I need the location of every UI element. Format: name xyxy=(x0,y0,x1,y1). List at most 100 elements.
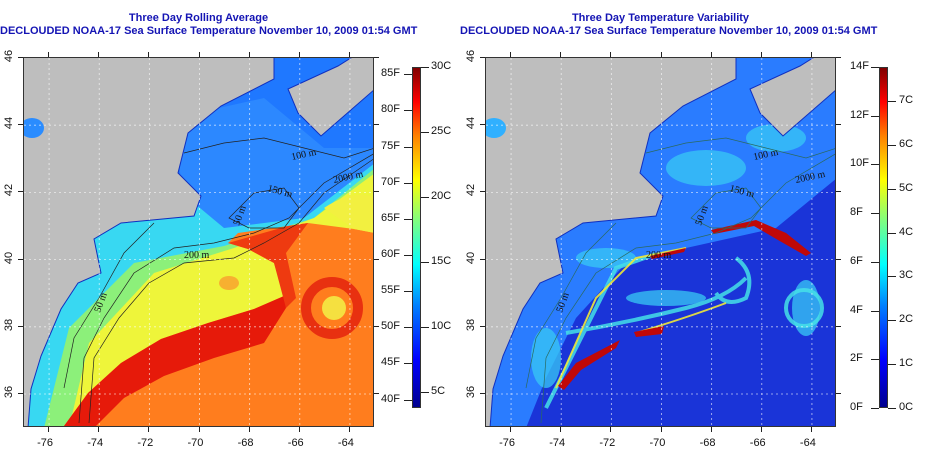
coastline xyxy=(489,58,835,426)
colorbar-tick xyxy=(421,262,429,264)
lat-tick-label: 40 xyxy=(465,251,478,264)
lon-tick-label: -72 xyxy=(599,437,616,449)
colorbar-label-c: 5C xyxy=(899,181,914,194)
colorbar-tick xyxy=(871,310,879,312)
lon-tick-label: -72 xyxy=(137,437,154,449)
colorbar-tick xyxy=(404,218,412,220)
colorbar-label-c: 7C xyxy=(899,94,914,107)
lon-tick-label: -70 xyxy=(649,437,666,449)
colorbar-tick xyxy=(421,197,429,199)
lat-tick-label: 42 xyxy=(3,184,16,197)
lon-tick xyxy=(98,427,100,432)
colorbar-label-f: 10F xyxy=(850,157,869,170)
sst-colorbar xyxy=(412,67,421,408)
colorbar-label-c: 30C xyxy=(431,60,452,72)
lat-tick-right xyxy=(374,124,379,126)
lat-tick xyxy=(480,191,485,193)
sst-variability-map-image: 100 m 2000 m 150 m 50 m 200 m 50 m xyxy=(486,58,835,426)
lat-tick xyxy=(480,258,485,260)
lat-tick xyxy=(480,325,485,327)
colorbar-tick xyxy=(404,327,412,329)
colorbar-label-c: 20C xyxy=(431,190,452,203)
colorbar-tick xyxy=(871,359,879,361)
lon-tick-label: -74 xyxy=(87,437,104,449)
colorbar-tick xyxy=(871,213,879,215)
colorbar-label-f: 2F xyxy=(850,352,863,365)
colorbar-tick xyxy=(421,132,429,134)
lon-tick xyxy=(510,427,512,432)
colorbar-label-c: 3C xyxy=(899,269,914,282)
colorbar-label-f: 8F xyxy=(850,206,863,219)
lon-tick-top xyxy=(198,52,200,57)
lat-tick-label: 38 xyxy=(3,318,16,331)
lat-tick xyxy=(18,124,23,126)
colorbar-label-f: 60F xyxy=(381,247,400,260)
lat-tick xyxy=(18,191,23,193)
colorbar-label-f: 14F xyxy=(850,60,869,72)
contour-label: 100 m xyxy=(290,147,317,163)
colorbar-tick xyxy=(871,408,879,409)
colorbar-label-f: 45F xyxy=(381,356,400,369)
lon-tick-top xyxy=(348,52,350,57)
colorbar-tick xyxy=(421,392,429,394)
colorbar-tick xyxy=(888,101,896,103)
lon-tick-top xyxy=(48,52,50,57)
colorbar-label-c: 1C xyxy=(899,357,914,370)
colorbar-label-c: 5C xyxy=(431,385,446,398)
colorbar-tick xyxy=(404,363,412,365)
colorbar-tick xyxy=(871,164,879,166)
colorbar-label-f: 75F xyxy=(381,139,400,152)
colorbar-tick xyxy=(888,320,896,322)
lat-tick xyxy=(18,258,23,260)
lat-tick-right xyxy=(836,393,841,394)
lat-tick-label: 40 xyxy=(3,251,16,264)
lon-tick-top xyxy=(710,52,712,57)
lon-tick-label: -68 xyxy=(699,437,716,449)
lon-tick-top xyxy=(660,52,662,57)
lat-tick xyxy=(480,57,485,58)
lon-tick xyxy=(148,427,150,432)
lon-tick xyxy=(710,427,712,432)
lon-tick-label: -66 xyxy=(287,437,304,449)
lon-tick xyxy=(48,427,50,432)
lat-tick xyxy=(18,57,23,58)
lon-tick xyxy=(560,427,562,432)
colorbar-label-c: 10C xyxy=(431,320,452,333)
lat-tick-right xyxy=(374,325,379,327)
lat-tick xyxy=(480,124,485,126)
lat-tick-right xyxy=(836,124,841,126)
lon-tick xyxy=(810,427,812,432)
colorbar-tick xyxy=(421,327,429,329)
lon-tick xyxy=(198,427,200,432)
colorbar-label-f: 4F xyxy=(850,303,863,316)
right-map-title: Three Day Temperature Variability xyxy=(571,12,750,24)
colorbar-tick xyxy=(404,74,412,76)
colorbar-label-f: 80F xyxy=(381,103,400,116)
graticule xyxy=(486,58,835,426)
lon-tick xyxy=(248,427,250,432)
contour-label: 200 m xyxy=(184,250,210,261)
colorbar-label-c: 25C xyxy=(431,125,452,138)
lat-tick-right xyxy=(836,258,841,260)
lat-tick-right xyxy=(374,258,379,260)
lat-tick-right xyxy=(374,191,379,193)
colorbar-label-c: 4C xyxy=(899,225,914,238)
lat-tick xyxy=(18,393,23,394)
lon-tick xyxy=(610,427,612,432)
lat-tick-label: 46 xyxy=(3,49,16,63)
colorbar-tick xyxy=(871,67,879,68)
colorbar-tick xyxy=(871,115,879,117)
contour-label: 200 m xyxy=(646,250,672,261)
colorbar-label-f: 50F xyxy=(381,320,400,333)
lon-tick-top xyxy=(248,52,250,57)
lat-tick-right xyxy=(836,325,841,327)
lat-tick-right xyxy=(836,191,841,193)
variability-colorbar xyxy=(879,67,888,408)
colorbar-tick xyxy=(888,144,896,146)
lon-tick-label: -70 xyxy=(187,437,204,449)
colorbar-tick xyxy=(404,291,412,293)
lat-tick xyxy=(480,393,485,394)
lat-tick-label: 42 xyxy=(465,184,478,197)
lat-tick-label: 44 xyxy=(3,117,16,130)
colorbar-label-f: 65F xyxy=(381,211,400,224)
